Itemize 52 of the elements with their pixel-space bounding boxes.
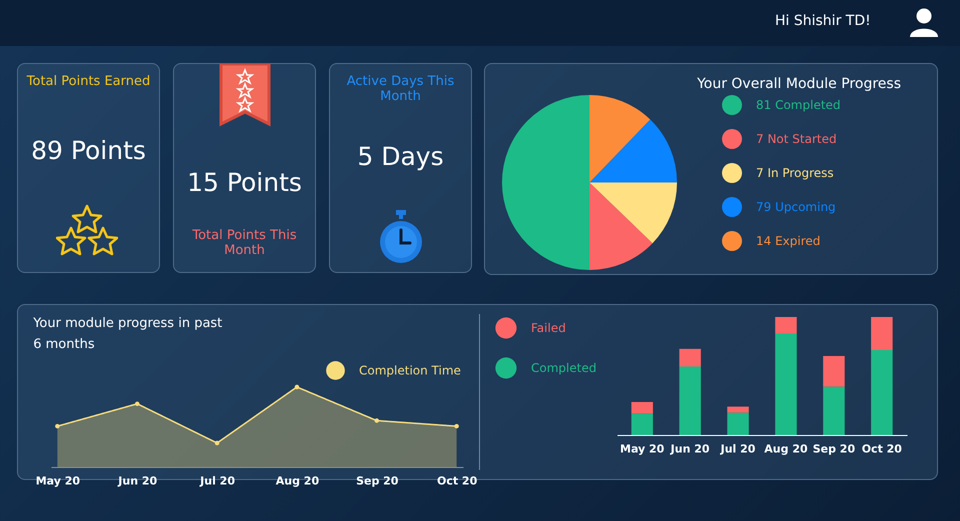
legend-label: 14 Expired — [756, 234, 820, 248]
bar — [871, 317, 893, 350]
legend-label: 81 Completed — [756, 98, 841, 112]
legend-label: Completed — [531, 361, 596, 375]
pie-slice — [590, 95, 650, 182]
bar — [631, 414, 653, 435]
bar — [871, 350, 893, 435]
x-tick-label: Oct 20 — [436, 474, 478, 488]
legend-label: 7 Not Started — [756, 132, 837, 146]
x-tick-label: Jun 20 — [670, 442, 710, 456]
point — [294, 384, 300, 390]
bar — [679, 366, 701, 435]
text: Total Points This Month — [191, 228, 298, 258]
pie-slice — [502, 95, 590, 270]
x-tick-label: Jul 20 — [720, 442, 756, 456]
bar — [823, 356, 845, 387]
point — [134, 402, 140, 406]
point — [55, 424, 60, 428]
x-tick-label: Jul 20 — [199, 474, 236, 488]
bar — [823, 386, 845, 435]
x-tick-label: May 20 — [36, 474, 80, 488]
x-tick-label: Jun 20 — [117, 474, 158, 488]
x-tick-label: Sep 20 — [356, 474, 399, 488]
pie-slice — [590, 182, 653, 270]
point — [454, 424, 459, 428]
pie-slice — [590, 119, 677, 182]
pie-slice — [590, 182, 677, 244]
chart-title: Your module progress in past 6 months — [32, 316, 222, 352]
text: 89 Points — [30, 136, 147, 165]
bar — [727, 406, 749, 413]
bar — [679, 348, 701, 367]
text: Hi Shishir TD! — [775, 13, 871, 29]
x-tick-label: Aug 20 — [764, 442, 808, 456]
x-tick-label: Sep 20 — [812, 442, 856, 456]
text: Active Days This Month — [346, 74, 456, 104]
text: 15 Points — [186, 168, 303, 197]
bar — [775, 317, 797, 334]
text: 5 Days — [356, 142, 445, 171]
legend-label: Completion Time — [359, 364, 461, 378]
x-tick-label: Oct 20 — [862, 442, 902, 456]
point — [214, 440, 220, 446]
legend-label: Failed — [531, 321, 566, 335]
x-tick-label: Aug 20 — [276, 474, 320, 488]
text: Total Points Earned — [26, 74, 152, 89]
legend-label: 79 Upcoming — [756, 200, 836, 214]
legend-label: 7 In Progress — [756, 166, 834, 180]
bar — [727, 412, 749, 435]
x-tick-label: May 20 — [620, 442, 665, 456]
bar — [775, 334, 797, 435]
chart-title: Your Overall Module Progress — [696, 76, 901, 92]
point — [374, 418, 380, 423]
bar — [631, 402, 653, 414]
